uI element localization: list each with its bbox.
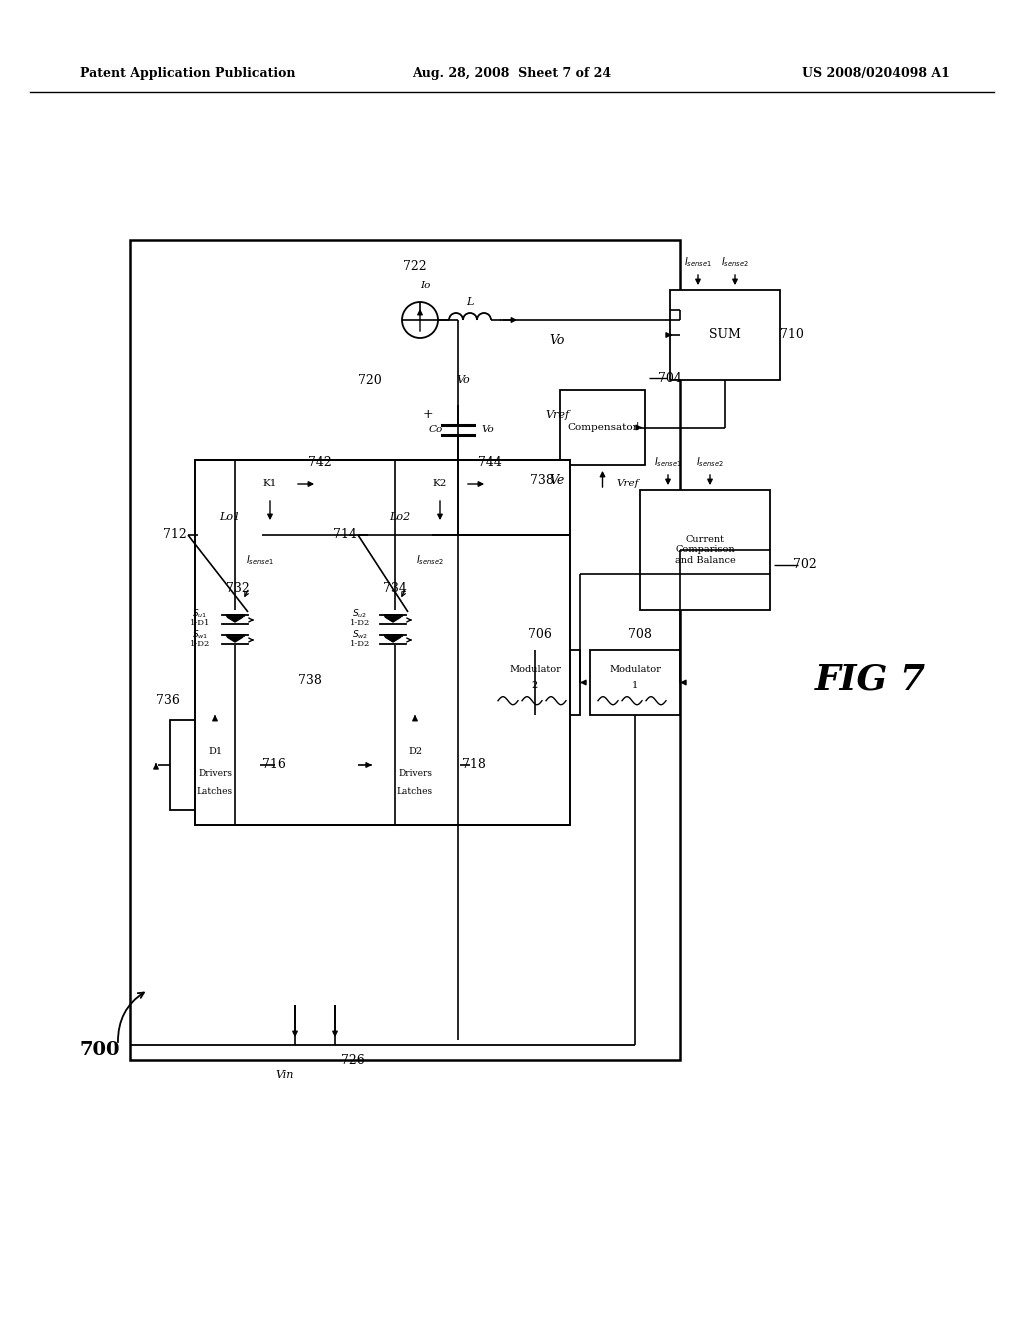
Bar bbox=[195, 459, 570, 825]
Bar bbox=[640, 490, 770, 610]
Text: +: + bbox=[423, 408, 433, 421]
Polygon shape bbox=[227, 616, 243, 622]
Text: Vref: Vref bbox=[545, 411, 569, 420]
Text: $I_{sense1}$: $I_{sense1}$ bbox=[654, 455, 682, 469]
Text: Drivers: Drivers bbox=[398, 770, 432, 779]
Text: Vo: Vo bbox=[456, 375, 470, 385]
Polygon shape bbox=[385, 638, 401, 642]
Text: Vo: Vo bbox=[481, 425, 495, 434]
Text: 706: 706 bbox=[528, 628, 552, 642]
Text: Co: Co bbox=[429, 425, 443, 434]
Text: Vin: Vin bbox=[275, 1071, 294, 1080]
Text: $S_{u1}$: $S_{u1}$ bbox=[193, 607, 208, 620]
Text: 738: 738 bbox=[530, 474, 554, 487]
Text: 744: 744 bbox=[478, 455, 502, 469]
Text: Modulator: Modulator bbox=[609, 665, 660, 675]
Text: 726: 726 bbox=[341, 1053, 365, 1067]
Text: $I_{sense2}$: $I_{sense2}$ bbox=[416, 553, 444, 566]
Text: Aug. 28, 2008  Sheet 7 of 24: Aug. 28, 2008 Sheet 7 of 24 bbox=[413, 66, 611, 79]
Text: 708: 708 bbox=[628, 628, 652, 642]
Bar bbox=[560, 389, 645, 465]
Text: $S_{w1}$: $S_{w1}$ bbox=[191, 628, 208, 642]
Text: 700: 700 bbox=[80, 1041, 120, 1059]
Text: Drivers: Drivers bbox=[198, 770, 232, 779]
Text: Vref: Vref bbox=[616, 479, 639, 487]
Text: D2: D2 bbox=[408, 747, 422, 756]
Text: $S_{w2}$: $S_{w2}$ bbox=[352, 628, 369, 642]
Text: 738: 738 bbox=[298, 673, 322, 686]
Text: ↓: ↓ bbox=[632, 422, 642, 433]
Polygon shape bbox=[227, 638, 243, 642]
Text: 734: 734 bbox=[383, 582, 407, 594]
Text: $I_{sense2}$: $I_{sense2}$ bbox=[696, 455, 724, 469]
Text: Patent Application Publication: Patent Application Publication bbox=[80, 66, 296, 79]
Text: 1-D1: 1-D1 bbox=[189, 619, 210, 627]
Text: Current
Comparison
and Balance: Current Comparison and Balance bbox=[675, 535, 735, 565]
Bar bbox=[490, 649, 580, 715]
Text: K2: K2 bbox=[433, 479, 447, 488]
Text: L: L bbox=[466, 297, 474, 308]
Text: Vo: Vo bbox=[549, 334, 564, 346]
Text: $I_{sense2}$: $I_{sense2}$ bbox=[721, 255, 750, 269]
Text: Lo2: Lo2 bbox=[389, 512, 411, 521]
Text: $I_{sense1}$: $I_{sense1}$ bbox=[246, 553, 274, 566]
Text: FIG 7: FIG 7 bbox=[814, 663, 926, 697]
Text: 1: 1 bbox=[632, 681, 638, 690]
Text: 722: 722 bbox=[403, 260, 427, 273]
Text: 716: 716 bbox=[262, 759, 286, 771]
Text: $I_{sense1}$: $I_{sense1}$ bbox=[684, 255, 712, 269]
Bar bbox=[130, 240, 680, 1060]
Text: Compensator: Compensator bbox=[567, 422, 638, 432]
Text: 736: 736 bbox=[156, 693, 180, 706]
Text: Modulator: Modulator bbox=[509, 665, 561, 675]
Text: 1-D2: 1-D2 bbox=[350, 619, 370, 627]
Text: US 2008/0204098 A1: US 2008/0204098 A1 bbox=[802, 66, 950, 79]
Text: 702: 702 bbox=[794, 558, 817, 572]
Text: Latches: Latches bbox=[397, 788, 433, 796]
Text: 704: 704 bbox=[658, 371, 682, 384]
Text: 720: 720 bbox=[358, 374, 382, 387]
Bar bbox=[590, 649, 680, 715]
Text: K1: K1 bbox=[263, 479, 278, 488]
Bar bbox=[370, 719, 460, 810]
Polygon shape bbox=[385, 616, 401, 622]
Bar bbox=[245, 470, 295, 498]
Text: 2: 2 bbox=[531, 681, 539, 690]
Text: SUM: SUM bbox=[709, 329, 741, 342]
Bar bbox=[415, 470, 465, 498]
Text: 718: 718 bbox=[462, 759, 486, 771]
Text: Lo1: Lo1 bbox=[219, 512, 241, 521]
Text: 710: 710 bbox=[780, 329, 804, 342]
Text: 712: 712 bbox=[163, 528, 186, 541]
Text: 1-D2: 1-D2 bbox=[189, 640, 210, 648]
Text: 732: 732 bbox=[226, 582, 250, 594]
Text: D1: D1 bbox=[208, 747, 222, 756]
Text: 1-D2: 1-D2 bbox=[350, 640, 370, 648]
Text: Ve: Ve bbox=[549, 474, 564, 487]
Text: Io: Io bbox=[420, 281, 430, 289]
Text: $S_{u2}$: $S_{u2}$ bbox=[352, 607, 368, 620]
Text: Latches: Latches bbox=[197, 788, 233, 796]
Bar bbox=[170, 719, 260, 810]
Bar bbox=[670, 290, 780, 380]
Text: 714: 714 bbox=[333, 528, 357, 541]
Text: 742: 742 bbox=[308, 455, 332, 469]
